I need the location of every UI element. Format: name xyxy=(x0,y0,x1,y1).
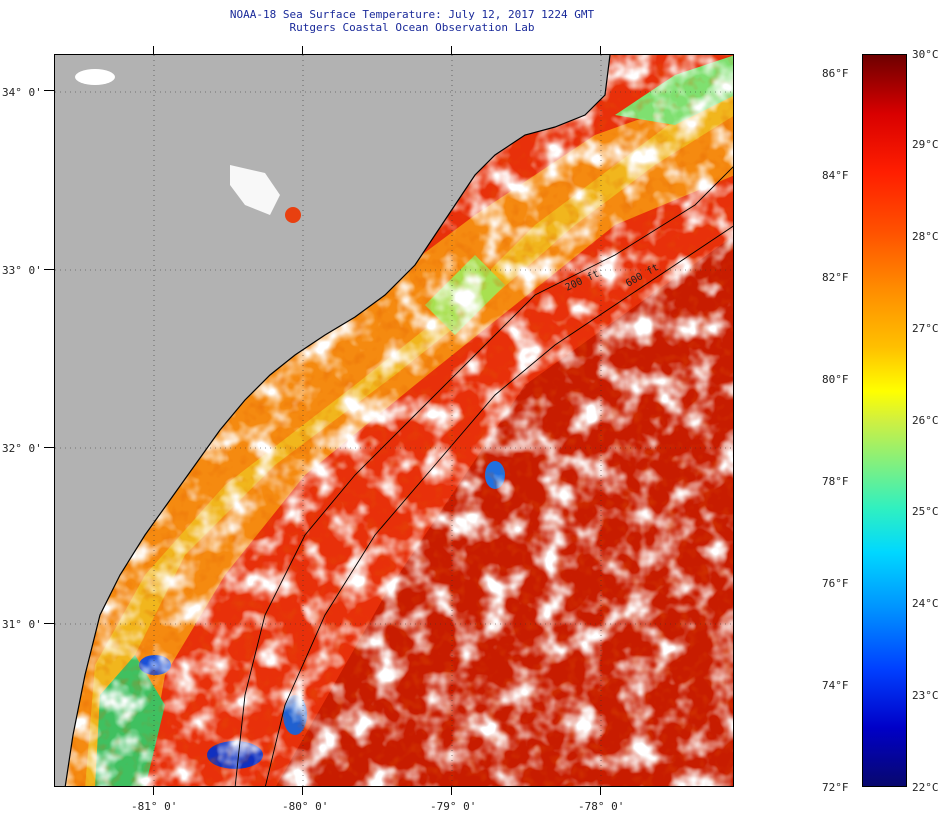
tick-mark xyxy=(302,46,303,54)
latitude-label-31: 31° 0' xyxy=(2,618,42,631)
tick-mark xyxy=(153,787,154,795)
colorbar-label-78f: 78°F xyxy=(822,475,849,488)
longitude-label-78: -78° 0' xyxy=(578,800,625,813)
latitude-label-33: 33° 0' xyxy=(2,264,42,277)
colorbar-label-26c: 26°C xyxy=(912,414,939,427)
isobath-600ft xyxy=(265,225,733,786)
tick-mark xyxy=(600,787,601,795)
colorbar-label-29c: 29°C xyxy=(912,138,939,151)
map-title: NOAA-18 Sea Surface Temperature: July 12… xyxy=(229,8,595,21)
map-subtitle: Rutgers Coastal Ocean Observation Lab xyxy=(289,21,535,34)
land-mass xyxy=(55,55,610,786)
colorbar-label-72f: 72°F xyxy=(822,781,849,794)
colorbar-label-82f: 82°F xyxy=(822,271,849,284)
tick-mark xyxy=(44,90,54,91)
coastline xyxy=(64,55,611,786)
colorbar-label-23c: 23°C xyxy=(912,689,939,702)
colorbar-label-30c: 30°C xyxy=(912,48,939,61)
colorbar-label-25c: 25°C xyxy=(912,505,939,518)
colorbar-label-84f: 84°F xyxy=(822,169,849,182)
tick-mark xyxy=(451,787,452,795)
colorbar-label-74f: 74°F xyxy=(822,679,849,692)
tick-mark xyxy=(600,46,601,54)
longitude-label-79: -79° 0' xyxy=(430,800,477,813)
colorbar-label-76f: 76°F xyxy=(822,577,849,590)
tick-mark xyxy=(44,447,54,448)
colorbar-label-22c: 22°C xyxy=(912,781,939,794)
latitude-label-32: 32° 0' xyxy=(2,442,42,455)
inland-cloud-patch xyxy=(75,69,115,85)
longitude-label-81: -81° 0' xyxy=(131,800,178,813)
tick-mark xyxy=(153,46,154,54)
colorbar-label-24c: 24°C xyxy=(912,597,939,610)
sea-surface-temperature-map: 200 ft 600 ft xyxy=(54,54,734,787)
latitude-label-34: 34° 0' xyxy=(2,86,42,99)
temperature-colorbar xyxy=(862,54,907,787)
tick-mark xyxy=(302,787,303,795)
inland-cloud-patch xyxy=(230,165,280,215)
tick-mark xyxy=(44,269,54,270)
longitude-label-80: -80° 0' xyxy=(282,800,329,813)
colorbar-label-27c: 27°C xyxy=(912,322,939,335)
tick-mark xyxy=(451,46,452,54)
colorbar-label-86f: 86°F xyxy=(822,67,849,80)
inland-warm-patch xyxy=(285,207,301,223)
colorbar-label-28c: 28°C xyxy=(912,230,939,243)
tick-mark xyxy=(44,623,54,624)
colorbar-label-80f: 80°F xyxy=(822,373,849,386)
isobath-200ft xyxy=(234,166,733,786)
